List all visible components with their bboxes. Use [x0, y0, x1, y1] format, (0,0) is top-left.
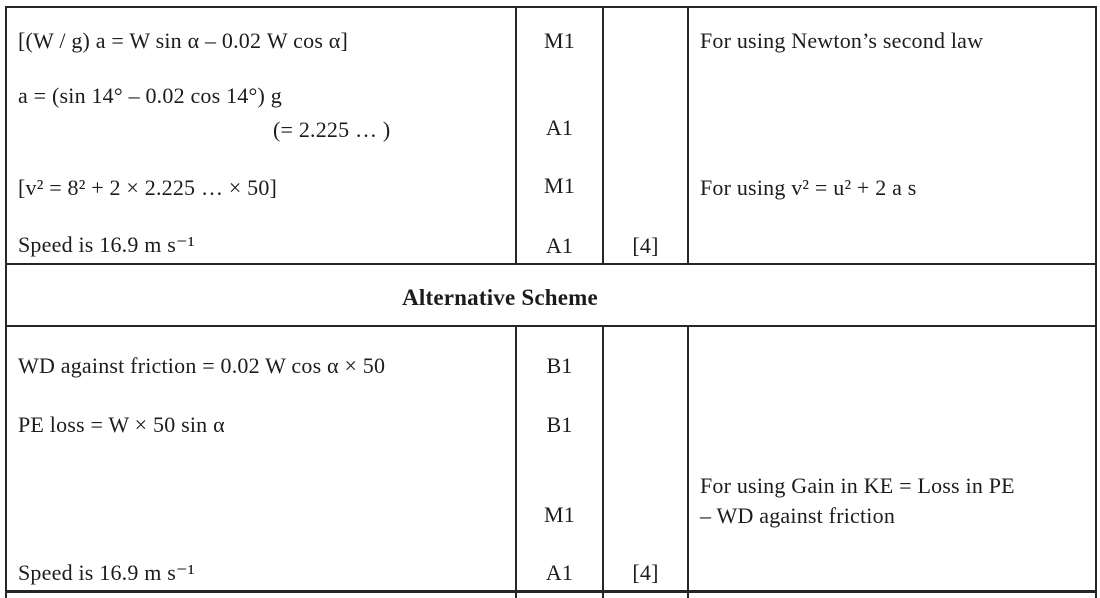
working-line: Speed is 16.9 m s⁻¹: [18, 560, 195, 585]
mark-code: A1: [545, 115, 574, 140]
mark-code: A1: [545, 560, 574, 585]
mark-code: B1: [546, 353, 573, 378]
comment-line: For using Newton’s second law: [700, 28, 984, 53]
column-divider: [515, 8, 517, 263]
working-line: WD against friction = 0.02 W cos α × 50: [18, 353, 386, 378]
mark-code: M1: [544, 28, 575, 53]
row-divider: [7, 590, 1095, 593]
total-marks: [4]: [632, 233, 659, 258]
mark-code: M1: [544, 502, 575, 527]
working-line: a = (sin 14° – 0.02 cos 14°) g: [18, 83, 282, 108]
column-divider: [687, 8, 689, 263]
working-line: PE loss = W × 50 sin α: [18, 412, 225, 437]
column-divider: [602, 8, 604, 263]
mark-code: A1: [545, 233, 574, 258]
working-line: (= 2.225 … ): [273, 117, 391, 142]
working-line: [v² = 8² + 2 × 2.225 … × 50]: [18, 175, 278, 200]
comment-line: – WD against friction: [700, 503, 896, 528]
column-divider: [602, 325, 604, 598]
mark-code: B1: [546, 412, 573, 437]
mark-scheme-table: [(W / g) a = W sin α – 0.02 W cos α] a =…: [5, 6, 1097, 598]
row-divider: [7, 325, 1095, 327]
column-divider: [687, 325, 689, 598]
working-line: Speed is 16.9 m s⁻¹: [18, 232, 195, 257]
alternative-scheme-heading: Alternative Scheme: [402, 285, 598, 310]
row-divider: [7, 263, 1095, 265]
mark-code: M1: [544, 173, 575, 198]
comment-line: For using Gain in KE = Loss in PE: [700, 473, 1015, 498]
comment-line: For using v² = u² + 2 a s: [700, 175, 917, 200]
column-divider: [515, 325, 517, 598]
working-line: [(W / g) a = W sin α – 0.02 W cos α]: [18, 28, 349, 53]
total-marks: [4]: [632, 560, 659, 585]
